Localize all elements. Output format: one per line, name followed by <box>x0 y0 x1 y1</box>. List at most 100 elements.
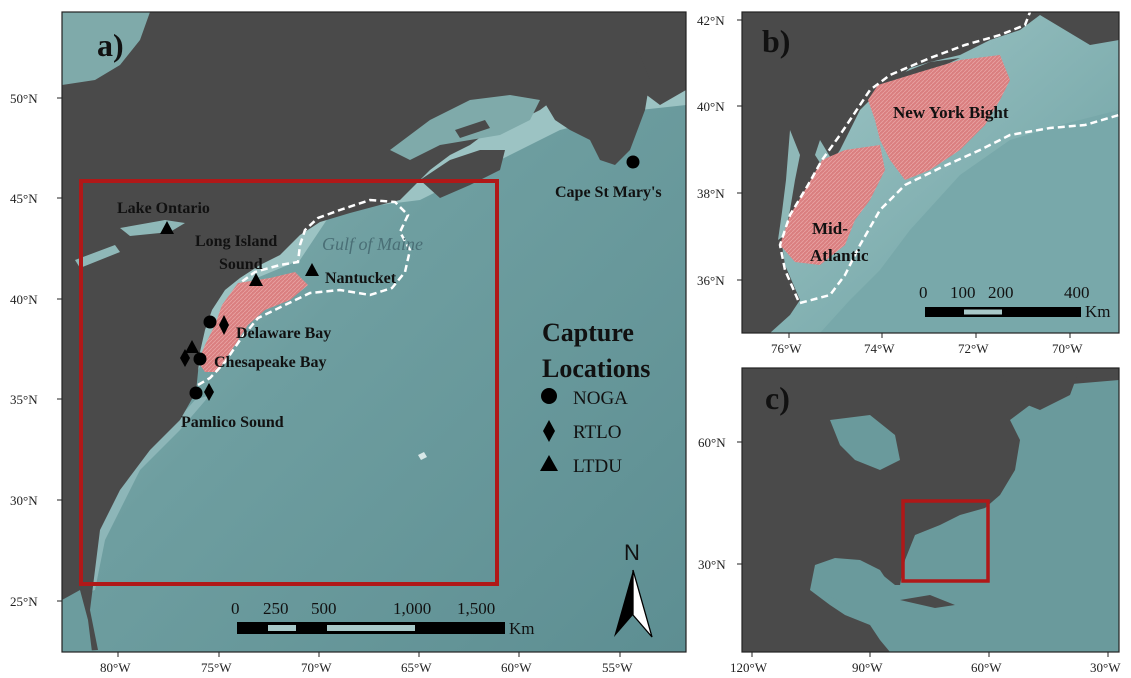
lon-label: 72°W <box>958 341 989 356</box>
land-pei <box>455 120 490 138</box>
lat-label: 45°N <box>10 191 38 206</box>
lat-label: 25°N <box>10 594 38 609</box>
label-delaware-bay: Delaware Bay <box>236 325 331 342</box>
legend-triangle-icon <box>540 455 558 471</box>
panel-b: 42°N 40°N 38°N 36°N 76°W 74°W 72°W 70°W … <box>697 11 1120 356</box>
north-arrow: N <box>614 540 653 638</box>
lon-label: 120°W <box>730 660 768 675</box>
lon-label: 80°W <box>100 660 131 675</box>
deep-ocean <box>820 110 1119 333</box>
land-north-america <box>62 12 686 652</box>
lat-label: 35°N <box>10 392 38 407</box>
legend-item-noga: NOGA <box>573 388 628 409</box>
land-us-coast <box>742 12 1119 333</box>
panel-c-frame <box>741 367 1120 653</box>
legend-title-line1: Capture <box>542 318 634 347</box>
label-mid-atlantic-2: Atlantic <box>810 246 869 265</box>
scale-label: 100 <box>950 283 976 302</box>
land-cuba <box>900 595 955 608</box>
panel-b-letter: b) <box>762 23 790 59</box>
land-newfoundland <box>540 40 650 165</box>
north-label: N <box>624 540 640 565</box>
panel-c-lat-labels: 60°N 30°N <box>698 435 726 572</box>
gulf-of-mexico <box>820 565 895 605</box>
lat-label: 40°N <box>697 99 725 114</box>
scale-label: 1,500 <box>457 599 495 618</box>
panel-b-lon-labels: 76°W 74°W 72°W 70°W <box>771 341 1083 356</box>
lat-label: 30°N <box>698 557 726 572</box>
coast-boundary-line <box>778 12 1032 301</box>
ltdu-marker <box>249 273 263 286</box>
panel-a-tickmarks <box>57 97 621 657</box>
land-north-america <box>742 368 1119 652</box>
panel-c-letter: c) <box>765 380 790 416</box>
noga-marker <box>193 352 207 366</box>
scale-bar-a: 0 250 500 1,000 1,500 Km <box>231 599 535 638</box>
scale-label: 400 <box>1064 283 1090 302</box>
label-lake-ontario: Lake Ontario <box>117 200 210 217</box>
label-new-york-bight: New York Bight <box>893 103 1009 122</box>
place-labels: Lake Ontario Long Island Sound Gulf of M… <box>117 184 662 431</box>
panel-b-lat-labels: 42°N 40°N 38°N 36°N <box>697 13 725 288</box>
legend-diamond-icon <box>543 420 555 442</box>
legend: Capture Locations NOGA RTLO LTDU <box>540 318 650 477</box>
scale-label: 200 <box>988 283 1014 302</box>
lon-label: 70°W <box>1052 341 1083 356</box>
label-nantucket: Nantucket <box>325 270 397 287</box>
label-gulf-of-maine: Gulf of Maine <box>322 234 423 254</box>
scale-unit: Km <box>509 619 535 638</box>
ltdu-marker <box>305 263 319 276</box>
rtlo-marker <box>219 315 229 335</box>
ltdu-marker <box>160 221 174 234</box>
scale-label: 250 <box>263 599 289 618</box>
gulf-of-mexico <box>62 590 92 652</box>
noga-marker <box>626 155 640 169</box>
lon-label: 75°W <box>201 660 232 675</box>
hudson-bay <box>62 12 150 85</box>
hudson-bay <box>830 415 900 470</box>
land-greenland <box>1000 368 1080 410</box>
shelf-south <box>62 395 210 600</box>
scale-unit: Km <box>1085 302 1111 321</box>
panel-c-tickmarks <box>737 441 1109 657</box>
lat-label: 36°N <box>697 273 725 288</box>
lon-label: 74°W <box>864 341 895 356</box>
legend-item-rtlo: RTLO <box>573 422 621 443</box>
label-cape-st-marys: Cape St Mary's <box>555 184 662 201</box>
land-nova-scotia <box>420 150 505 198</box>
noga-marker <box>203 315 217 329</box>
panel-b-tickmarks <box>737 19 1071 338</box>
lat-label: 40°N <box>10 292 38 307</box>
scale-label: 1,000 <box>393 599 431 618</box>
panel-a: 50°N 45°N 40°N 35°N 30°N 25°N 80°W 75°W … <box>10 11 687 675</box>
label-long-island: Long Island <box>195 233 277 250</box>
label-chesapeake-bay: Chesapeake Bay <box>214 354 326 371</box>
label-pamlico-sound: Pamlico Sound <box>181 414 284 431</box>
panel-c: 60°N 30°N 120°W 90°W 60°W 30°W c) <box>698 367 1121 675</box>
lat-label: 42°N <box>697 13 725 28</box>
panel-a-letter: a) <box>97 27 124 63</box>
scale-label: 0 <box>231 599 240 618</box>
lat-label: 30°N <box>10 493 38 508</box>
label-mid-atlantic-1: Mid- <box>812 219 848 238</box>
rtlo-marker <box>180 349 190 367</box>
lat-label: 50°N <box>10 91 38 106</box>
panel-a-lat-labels: 50°N 45°N 40°N 35°N 30°N 25°N <box>10 91 38 609</box>
scale-bar-b: 0 100 200 400 Km <box>919 283 1111 321</box>
lon-label: 55°W <box>602 660 633 675</box>
scale-label: 0 <box>919 283 928 302</box>
scale-label: 500 <box>311 599 337 618</box>
rtlo-marker <box>204 383 214 401</box>
study-area <box>198 272 308 372</box>
study-area-mid-atlantic <box>780 145 885 265</box>
lon-label: 70°W <box>301 660 332 675</box>
lon-label: 30°W <box>1090 660 1121 675</box>
lat-label: 38°N <box>697 186 725 201</box>
panel-c-lon-labels: 120°W 90°W 60°W 30°W <box>730 660 1121 675</box>
lon-label: 60°W <box>971 660 1002 675</box>
focus-box <box>79 179 499 586</box>
lake-erie-water <box>75 245 120 268</box>
bermuda <box>418 452 427 460</box>
focus-box-overview <box>901 499 990 583</box>
lon-label: 90°W <box>852 660 883 675</box>
